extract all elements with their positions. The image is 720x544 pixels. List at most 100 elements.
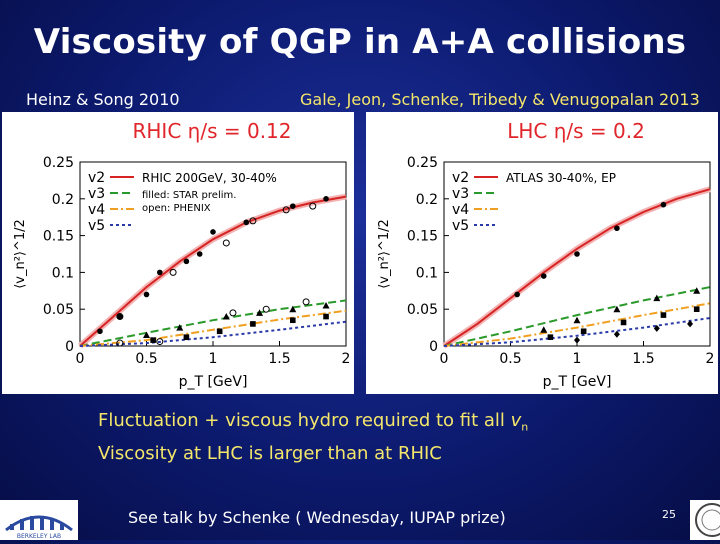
y-tick-label: 0.2 [52, 192, 74, 208]
legend-label-v5: v5 [452, 218, 469, 234]
data-point [222, 239, 230, 247]
talk-reference: See talk by Schenke ( Wednesday, IUPAP p… [128, 508, 506, 527]
data-point [540, 326, 548, 333]
x-tick-label: 0 [440, 351, 449, 367]
lhc-chart: LHC η/s = 0.2 0 0.05 0.1 0.15 0.2 0.25 0 0.5 1 1.5… [377, 119, 715, 390]
data-point [183, 258, 190, 265]
legend-label-v3: v3 [452, 186, 469, 202]
seal-logo [690, 500, 720, 540]
legend-label-v2: v2 [88, 170, 105, 186]
data-point [97, 328, 103, 335]
data-point [262, 305, 270, 313]
vn-subscript: n [521, 420, 529, 434]
data-point [322, 302, 330, 309]
data-point [250, 321, 256, 327]
y-tick-label: 0.25 [407, 155, 438, 171]
y-tick-label: 0 [65, 339, 74, 355]
data-point [580, 328, 587, 335]
data-point [660, 312, 667, 318]
v2-error-band [78, 193, 347, 349]
data-point [229, 309, 237, 317]
data-point [573, 316, 581, 324]
data-point [117, 313, 123, 320]
y-axis-label: ⟨v_n²⟩^1/2 [13, 219, 28, 289]
data-point [574, 336, 580, 344]
data-point [302, 298, 310, 306]
reference-gale-et-al: Gale, Jeon, Schenke, Tribedy & Venugopal… [300, 90, 700, 109]
y-tick-label: 0 [429, 339, 438, 355]
data-point [216, 328, 223, 335]
rhic-chart: RHIC η/s = 0.12 0 0.05 0.1 0.15 0.2 0.25 0 0.5 1 1… [13, 119, 351, 390]
data-point [653, 294, 661, 302]
berkeley-lab-logo: BERKELEY LAB [0, 500, 78, 540]
x-tick-label: 2 [342, 351, 351, 367]
data-point [289, 305, 297, 313]
data-point [613, 330, 620, 338]
data-point [693, 306, 700, 312]
y-tick-label: 0.15 [407, 229, 438, 245]
data-point [116, 339, 124, 347]
data-point [323, 196, 329, 202]
x-tick-label: 0 [76, 351, 85, 367]
legend-label-v5: v5 [88, 218, 105, 234]
x-tick-label: 1 [573, 351, 582, 367]
x-tick-label: 0.5 [135, 351, 157, 367]
data-point [222, 313, 230, 320]
x-tick-label: 0.5 [499, 351, 521, 367]
data-point [210, 229, 216, 235]
data-point [176, 324, 184, 331]
data-point [116, 313, 124, 321]
lhc-chart-panel: LHC η/s = 0.2 0 0.05 0.1 0.15 0.2 0.25 0 0.5 1 1.5… [366, 112, 718, 394]
series-v5-line [443, 317, 711, 347]
data-point [282, 206, 290, 214]
y-tick-label: 0.2 [416, 192, 438, 208]
legend-label-v4: v4 [88, 202, 105, 218]
x-tick-label: 1.5 [268, 351, 290, 367]
vn-variable: v [510, 410, 522, 431]
x-tick-label: 1.5 [632, 351, 654, 367]
series-v3-line [443, 286, 711, 347]
x-tick-label: 1 [209, 351, 218, 367]
legend-label-v4: v4 [452, 202, 469, 218]
data-point [157, 269, 163, 276]
legend-title: RHIC 200GeV, 30-40% [142, 171, 277, 185]
data-point [256, 309, 264, 316]
data-point [540, 273, 547, 279]
y-tick-label: 0.1 [416, 265, 438, 281]
page-number: 25 [662, 508, 676, 521]
x-tick-label: 2 [706, 351, 715, 367]
data-point [243, 219, 250, 226]
y-tick-label: 0.05 [407, 302, 438, 318]
y-tick-label: 0.05 [43, 302, 74, 318]
legend-label-v2: v2 [452, 170, 469, 186]
y-tick-label: 0.1 [52, 265, 74, 281]
svg-text:BERKELEY LAB: BERKELEY LAB [17, 533, 61, 540]
legend-note: open: PHENIX [142, 203, 211, 214]
conclusion-2: Viscosity at LHC is larger than at RHIC [98, 442, 442, 464]
data-point [613, 305, 621, 313]
reference-heinz-song: Heinz & Song 2010 [26, 90, 180, 109]
data-point [196, 251, 203, 257]
data-point [143, 331, 150, 338]
data-point [290, 317, 296, 324]
data-point [653, 324, 660, 332]
series-v2-line [79, 195, 347, 347]
data-point [309, 202, 317, 210]
data-point [660, 201, 667, 208]
slide-title: Viscosity of QGP in A+A collisions [33, 22, 687, 62]
data-point [249, 217, 257, 225]
legend-label-v3: v3 [88, 186, 105, 202]
data-point [514, 291, 520, 298]
data-point [574, 251, 580, 257]
data-point [693, 287, 701, 294]
data-point [547, 334, 554, 340]
y-tick-label: 0.25 [43, 155, 74, 171]
series-v3-line [79, 299, 347, 347]
conclusion-1: Fluctuation + viscous hydro required to … [98, 410, 529, 434]
data-point [169, 268, 177, 276]
data-point [323, 313, 329, 320]
legend-note: filled: STAR prelim. [142, 190, 236, 201]
rhic-chart-panel: RHIC η/s = 0.12 0 0.05 0.1 0.15 0.2 0.25 0 0.5 1 1… [2, 112, 354, 394]
data-point [614, 225, 620, 232]
x-axis-label: p_T [GeV] [543, 374, 612, 390]
